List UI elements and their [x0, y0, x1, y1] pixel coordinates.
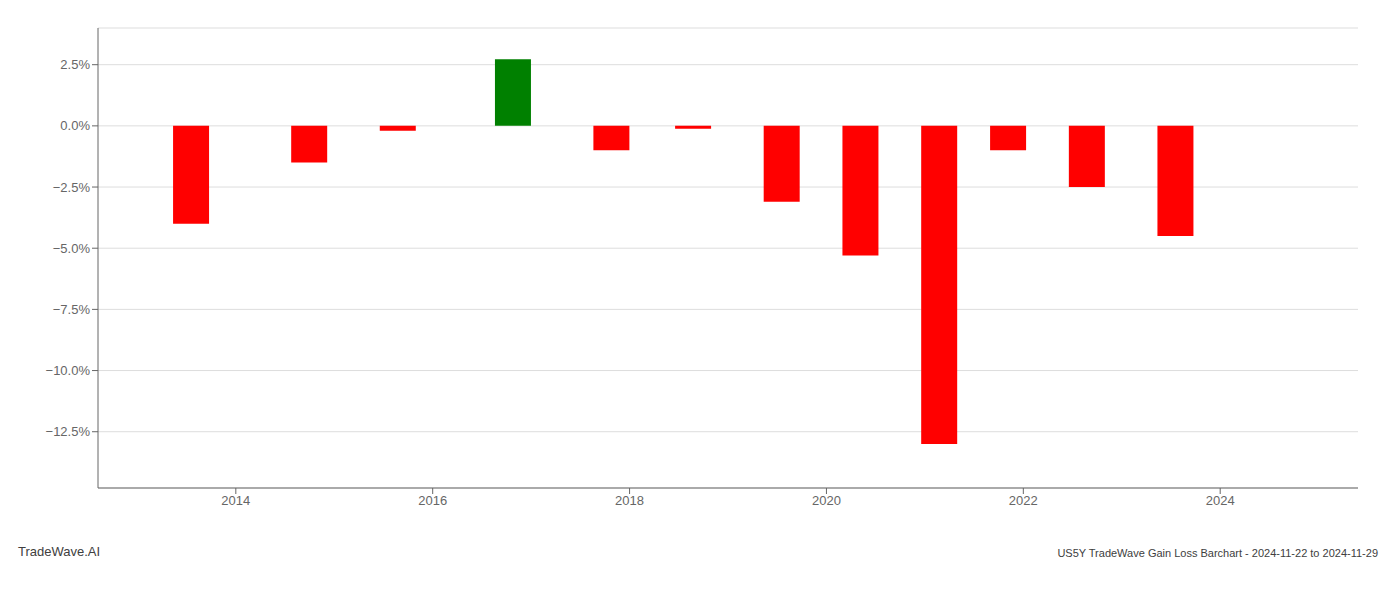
svg-text:−12.5%: −12.5% — [46, 424, 91, 439]
svg-text:2016: 2016 — [418, 493, 447, 508]
svg-text:−10.0%: −10.0% — [46, 363, 91, 378]
svg-text:2014: 2014 — [221, 493, 250, 508]
svg-text:2.5%: 2.5% — [60, 57, 90, 72]
svg-text:−5.0%: −5.0% — [53, 241, 91, 256]
svg-text:2022: 2022 — [1009, 493, 1038, 508]
svg-text:−7.5%: −7.5% — [53, 302, 91, 317]
svg-text:2018: 2018 — [615, 493, 644, 508]
svg-text:0.0%: 0.0% — [60, 118, 90, 133]
svg-text:2020: 2020 — [812, 493, 841, 508]
svg-text:2024: 2024 — [1206, 493, 1235, 508]
html-text:US5Y TradeWave Gain Loss Barch: US5Y TradeWave Gain Loss Barchart - 2024… — [1057, 547, 1378, 559]
svg-text:−2.5%: −2.5% — [53, 180, 91, 195]
html-text:TradeWave.AI: TradeWave.AI — [18, 544, 101, 559]
